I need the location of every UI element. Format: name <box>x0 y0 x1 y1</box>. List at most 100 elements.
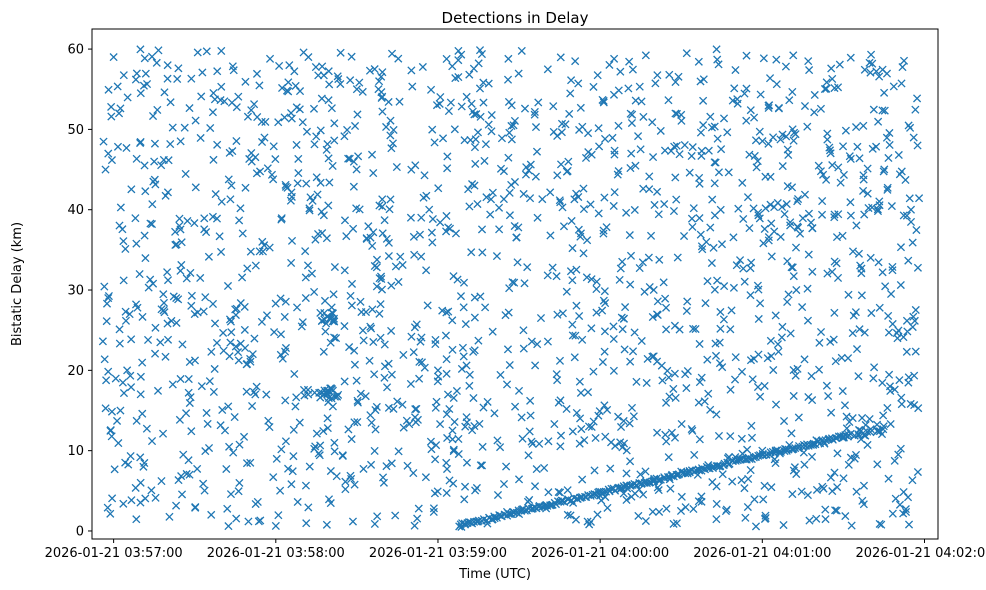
detection-point <box>313 229 323 239</box>
detection-point <box>330 119 339 128</box>
detection-point <box>328 161 337 171</box>
detection-point <box>765 101 774 110</box>
detection-point <box>243 264 252 273</box>
detection-point <box>741 513 750 522</box>
detection-point <box>592 308 601 317</box>
detection-point <box>281 180 290 189</box>
detection-point <box>377 285 387 294</box>
detection-point <box>377 72 386 81</box>
detection-point <box>556 488 565 497</box>
detection-point <box>660 146 670 155</box>
detection-point <box>174 64 183 73</box>
detection-point <box>382 122 391 132</box>
detection-point <box>650 474 659 483</box>
detection-point <box>875 72 884 81</box>
detection-point <box>448 62 457 71</box>
detection-point <box>252 69 262 78</box>
detection-point <box>710 285 719 294</box>
detection-point <box>219 328 228 337</box>
detection-point <box>106 509 115 518</box>
detection-point <box>378 107 387 116</box>
detection-point <box>543 271 552 280</box>
detection-point <box>476 112 485 121</box>
detection-point <box>641 51 650 60</box>
detection-point <box>327 384 336 393</box>
detection-point <box>677 492 686 501</box>
detection-point <box>295 418 304 427</box>
detection-point <box>683 366 692 376</box>
detection-point <box>566 89 575 98</box>
detection-point <box>102 317 111 326</box>
detection-point <box>677 467 686 476</box>
detection-point <box>138 358 147 367</box>
detection-point <box>487 127 496 136</box>
detection-point <box>831 357 840 366</box>
detection-point <box>629 412 638 421</box>
detection-point <box>669 384 678 393</box>
detection-point <box>304 390 313 399</box>
detection-point <box>409 469 418 478</box>
detection-point <box>281 182 290 191</box>
detection-point <box>330 262 339 272</box>
detection-point <box>140 161 149 170</box>
detection-point <box>639 184 648 193</box>
detection-point <box>98 337 107 346</box>
detection-point <box>287 114 296 123</box>
detection-point <box>208 212 217 221</box>
detection-point <box>556 53 565 62</box>
detection-point <box>832 506 841 515</box>
detection-point <box>776 135 785 144</box>
detection-point <box>428 125 437 134</box>
detection-point <box>567 216 576 226</box>
detection-point <box>595 407 604 416</box>
detection-point <box>333 72 342 81</box>
detection-point <box>204 252 213 261</box>
detection-point <box>230 412 239 422</box>
detection-point <box>460 482 470 491</box>
detection-point <box>677 419 686 429</box>
detection-point <box>593 71 602 80</box>
detection-point <box>807 452 817 461</box>
detection-point <box>653 187 662 196</box>
detection-point <box>292 303 302 312</box>
detection-point <box>761 513 770 523</box>
detection-point <box>855 325 864 334</box>
detection-point <box>456 292 466 301</box>
detection-point <box>497 134 507 143</box>
detection-point <box>302 127 312 136</box>
detection-point <box>610 188 619 197</box>
detection-point <box>193 48 202 57</box>
detection-point <box>859 500 868 509</box>
detection-point <box>462 361 471 370</box>
detection-point <box>116 406 125 415</box>
detection-point <box>734 204 743 213</box>
detection-point <box>380 373 389 382</box>
detection-point <box>844 290 853 299</box>
detection-point <box>859 175 868 184</box>
detection-point <box>307 269 317 278</box>
detection-point <box>276 350 285 359</box>
detection-point <box>513 258 522 267</box>
detection-point <box>350 480 359 489</box>
detection-point <box>626 251 636 260</box>
detection-point <box>697 373 706 382</box>
detection-point <box>136 498 145 507</box>
detection-point <box>870 363 879 372</box>
detection-point <box>262 311 272 320</box>
detection-point <box>761 511 770 520</box>
y-tick-label: 40 <box>67 203 84 218</box>
x-tick-label: 2026-01-21 03:58:00 <box>207 546 345 561</box>
detection-point <box>493 436 502 445</box>
detection-point <box>674 72 683 81</box>
detection-point <box>193 464 202 473</box>
detection-point <box>421 473 430 482</box>
detection-point <box>104 85 113 94</box>
detection-point <box>556 160 566 169</box>
detection-point <box>501 311 510 320</box>
detection-point <box>639 112 648 121</box>
detection-point <box>475 84 485 93</box>
detection-point <box>181 169 190 179</box>
detection-point <box>687 214 697 223</box>
detection-point <box>770 202 779 212</box>
detection-point <box>533 340 542 349</box>
